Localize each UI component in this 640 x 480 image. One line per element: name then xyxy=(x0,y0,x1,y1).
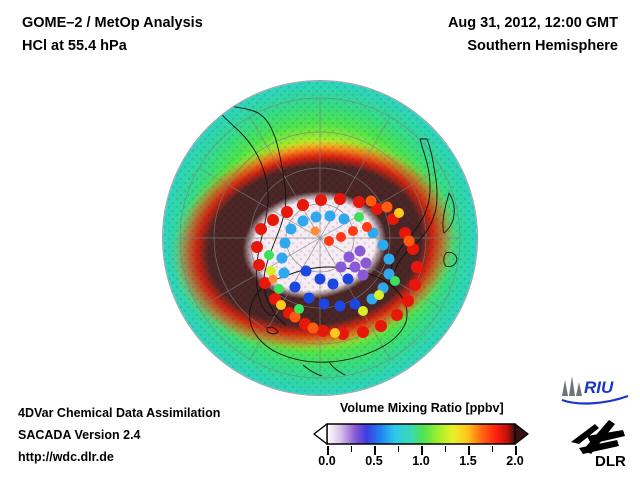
colorbar-tick-3: 1.5 xyxy=(459,454,477,468)
header-right: Aug 31, 2012, 12:00 GMT Southern Hemisph… xyxy=(448,12,618,58)
region-label: Southern Hemisphere xyxy=(467,38,618,54)
footer-line-url[interactable]: http://wdc.dlr.de xyxy=(18,450,114,464)
globe-disc xyxy=(163,81,477,395)
colorbar-ticks xyxy=(313,446,529,455)
colorbar-tick-0: 0.0 xyxy=(318,454,336,468)
colorbar-tick-1: 0.5 xyxy=(365,454,383,468)
species-level-title: HCl at 55.4 hPa xyxy=(22,38,127,54)
limb-shading xyxy=(163,81,477,395)
footer-line-method: 4DVar Chemical Data Assimilation xyxy=(18,406,221,420)
dlr-logo-text: DLR xyxy=(595,453,626,470)
riu-logo-text: RIU xyxy=(584,378,614,397)
colorbar-tick-labels: 0.0 0.5 1.0 1.5 2.0 xyxy=(293,454,549,472)
header-left: GOME–2 / MetOp Analysis HCl at 55.4 hPa xyxy=(22,12,203,58)
colorbar xyxy=(313,423,529,445)
globe-map xyxy=(163,81,477,395)
colorbar-tick-2: 1.0 xyxy=(412,454,430,468)
colorbar-title: Volume Mixing Ratio [ppbv] xyxy=(340,401,504,415)
footer-line-version: SACADA Version 2.4 xyxy=(18,428,141,442)
datetime-label: Aug 31, 2012, 12:00 GMT xyxy=(447,15,618,31)
riu-logo: RIU xyxy=(561,376,629,405)
instrument-title: GOME–2 / MetOp Analysis xyxy=(22,15,203,31)
colorbar-tick-4: 2.0 xyxy=(506,454,524,468)
dlr-logo: DLR xyxy=(571,420,626,470)
footer-text: 4DVar Chemical Data Assimilation SACADA … xyxy=(18,402,220,468)
